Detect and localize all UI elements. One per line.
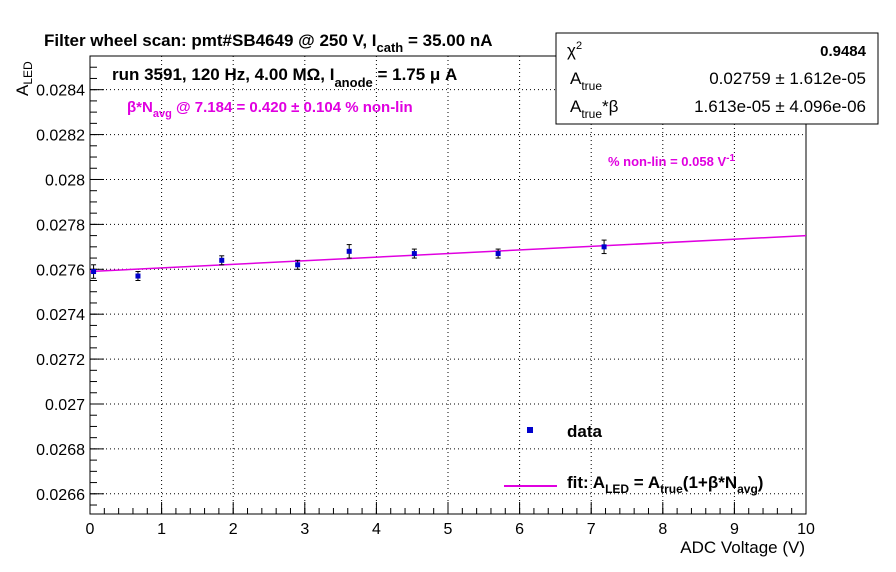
x-tick-label: 5 [444, 521, 453, 538]
data-point [495, 251, 501, 257]
y-tick-label: 0.0266 [36, 487, 85, 504]
y-axis-label: ALED [13, 61, 35, 96]
y-tick-label: 0.0284 [36, 83, 85, 100]
legend-data-label: data [567, 422, 603, 441]
nonlin-annotation: % non-lin = 0.058 V-1 [608, 153, 735, 169]
x-axis-ticks: 0 1 2 3 4 5 6 7 8 9 10 [86, 502, 815, 538]
stats-chi2-label: χ2 [567, 40, 582, 60]
x-tick-label: 9 [730, 521, 739, 538]
x-axis-label: ADC Voltage (V) [680, 538, 805, 557]
stats-box: χ2 0.9484 Atrue 0.02759 ± 1.612e-05 Atru… [555, 32, 879, 125]
data-point [601, 244, 607, 250]
run-info: run 3591, 120 Hz, 4.00 MΩ, Ianode = 1.75… [112, 65, 457, 90]
x-tick-label: 0 [86, 521, 95, 538]
y-tick-label: 0.0282 [36, 128, 85, 145]
x-tick-label: 6 [515, 521, 524, 538]
grid-lines [90, 56, 806, 514]
y-tick-label: 0.028 [45, 172, 85, 189]
data-point [411, 251, 417, 257]
x-tick-label: 2 [229, 521, 238, 538]
fit-line [89, 234, 807, 273]
data-points [91, 239, 607, 282]
y-tick-label: 0.0278 [36, 217, 85, 234]
y-tick-label: 0.0276 [36, 262, 85, 279]
y-axis-ticks: 0.0266 0.0268 0.027 0.0272 0.0274 0.0276 0.027… [36, 66, 104, 506]
y-tick-label: 0.027 [45, 397, 85, 414]
stats-atrue-beta-label: Atrue*β [570, 97, 619, 121]
data-point [135, 273, 141, 279]
legend: data fit: ALED = Atrue(1+β*Navg) [504, 422, 763, 496]
beta-annotation: β*Navg @ 7.184 = 0.420 ± 0.104 % non-lin [127, 99, 413, 120]
stats-atrue-value: 0.02759 ± 1.612e-05 [709, 69, 866, 88]
chart-title: Filter wheel scan: pmt#SB4649 @ 250 V, I… [44, 31, 493, 55]
stats-chi2-value: 0.9484 [820, 43, 867, 60]
fit-curve [89, 234, 807, 273]
x-tick-label: 4 [372, 521, 381, 538]
x-tick-label: 7 [587, 521, 596, 538]
data-point [295, 262, 301, 268]
x-tick-label: 10 [797, 521, 815, 538]
x-tick-label: 1 [157, 521, 166, 538]
y-tick-label: 0.0268 [36, 442, 85, 459]
legend-fit-label: fit: ALED = Atrue(1+β*Navg) [567, 473, 763, 496]
stats-atrue-label: Atrue [570, 69, 602, 93]
data-point [219, 257, 225, 263]
data-point [91, 269, 97, 275]
x-tick-label: 8 [658, 521, 667, 538]
legend-data-marker [527, 427, 533, 433]
y-tick-label: 0.0274 [36, 307, 85, 324]
x-tick-label: 3 [300, 521, 309, 538]
y-tick-label: 0.0272 [36, 352, 85, 369]
stats-atrue-beta-value: 1.613e-05 ± 4.096e-06 [694, 97, 866, 116]
data-point [346, 248, 352, 254]
